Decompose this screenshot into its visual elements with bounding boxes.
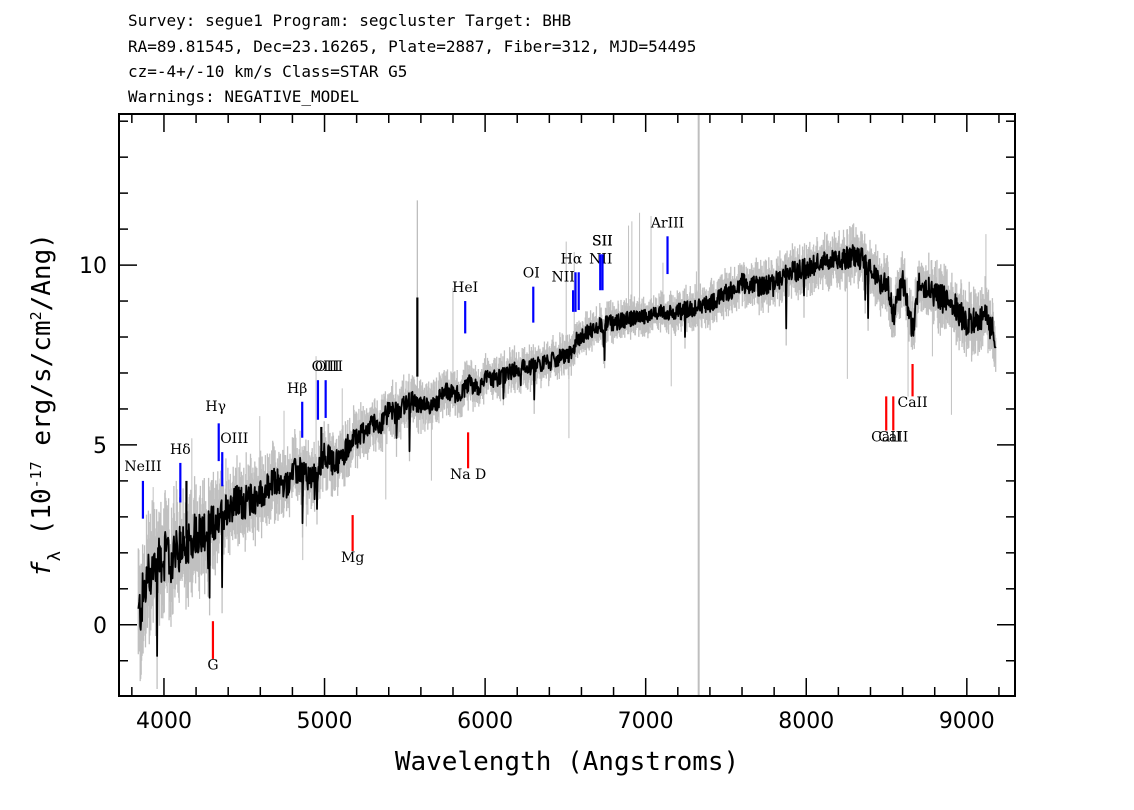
emission-line-label: OI bbox=[523, 266, 540, 282]
emission-line-label: NII bbox=[551, 269, 574, 285]
x-tick-label: 5000 bbox=[297, 709, 353, 734]
y-axis-label-part: f bbox=[27, 561, 57, 577]
flux-layer bbox=[137, 244, 997, 657]
absorption-line-label: Mg bbox=[341, 550, 364, 566]
y-axis-label-part: 2 bbox=[27, 311, 45, 320]
y-axis-label-part: λ bbox=[45, 551, 65, 561]
header-line-1: Survey: segue1 Program: segcluster Targe… bbox=[128, 11, 572, 30]
spectral-lines-layer: NeIIIHδHγOIIIHβOIIIOIIIHeIOINIIHαNIISIIS… bbox=[124, 215, 927, 673]
emission-line-label: NeIII bbox=[124, 459, 161, 475]
absorption-line-label: CaII bbox=[878, 429, 908, 445]
emission-line-label: SII bbox=[592, 233, 613, 249]
emission-line-label: OIII bbox=[312, 359, 340, 375]
y-tick-label: 10 bbox=[79, 254, 107, 279]
header-line-3: cz=-4+/-10 km/s Class=STAR G5 bbox=[128, 62, 408, 81]
header-line-4: Warnings: NEGATIVE_MODEL bbox=[128, 87, 360, 106]
x-tick-label: 4000 bbox=[136, 709, 192, 734]
absorption-line-label: Na D bbox=[450, 467, 486, 483]
x-tick-label: 8000 bbox=[778, 709, 834, 734]
x-tick-label: 6000 bbox=[457, 709, 513, 734]
emission-line-label: Hγ bbox=[205, 399, 226, 415]
emission-line-label: Hβ bbox=[287, 381, 307, 397]
absorption-line-label: G bbox=[207, 658, 218, 674]
emission-line-label: SII bbox=[592, 233, 613, 249]
flux-line bbox=[137, 244, 997, 657]
emission-line-label: HeI bbox=[452, 280, 478, 296]
axes-layer: 4000 5000 6000 7000 8000 9000 0 5 10 bbox=[79, 113, 1016, 734]
header-line-2: RA=89.81545, Dec=23.16265, Plate=2887, F… bbox=[128, 37, 697, 56]
emission-line-label: Hα bbox=[561, 251, 583, 267]
y-tick-label: 0 bbox=[93, 614, 107, 639]
y-axis-label-part: erg/s/cm bbox=[27, 320, 57, 461]
emission-line-label: ArIII bbox=[650, 215, 684, 231]
absorption-line-label: CaII bbox=[871, 429, 901, 445]
y-axis-label-part: /Ang) bbox=[27, 233, 57, 311]
x-tick-label: 7000 bbox=[618, 709, 674, 734]
emission-line-label: Hδ bbox=[170, 442, 191, 458]
y-axis-label: fλ (10-17 erg/s/cm2/Ang) bbox=[27, 233, 65, 577]
x-axis-label: Wavelength (Angstroms) bbox=[395, 747, 739, 777]
y-axis-label-part: -17 bbox=[27, 461, 45, 488]
emission-line-label: OIII bbox=[315, 359, 343, 375]
plot-frame bbox=[118, 113, 1016, 697]
y-axis-label-part: (10 bbox=[27, 488, 57, 551]
absorption-line-label: CaII bbox=[897, 395, 927, 411]
x-tick-label: 9000 bbox=[939, 709, 995, 734]
emission-line-label: OIII bbox=[220, 431, 248, 447]
y-tick-label: 5 bbox=[93, 434, 107, 459]
